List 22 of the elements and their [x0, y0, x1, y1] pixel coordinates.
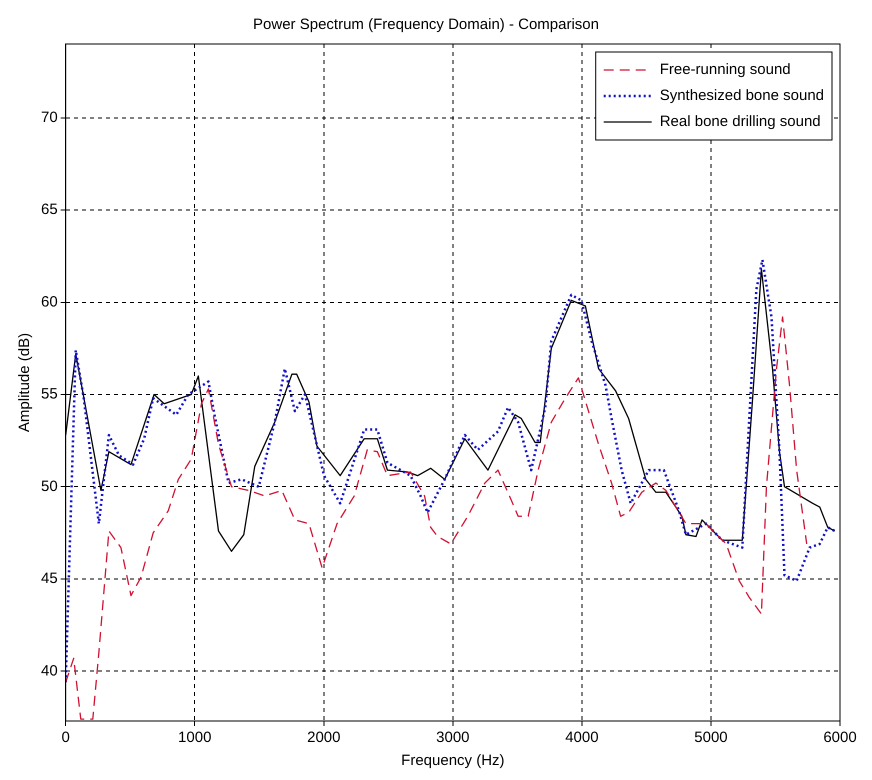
line-series [66, 258, 836, 684]
legend-label: Free-running sound [660, 61, 791, 78]
y-axis-title: Amplitude (dB) [16, 332, 34, 432]
y-tick-label: 70 [40, 108, 58, 126]
y-tick-label: 50 [40, 478, 58, 495]
x-tick-label: 6000 [823, 729, 857, 746]
x-tick-label: 3000 [436, 729, 470, 746]
legend-label: Synthesized bone sound [660, 87, 824, 104]
x-tick-label: 5000 [694, 729, 728, 746]
y-tick-label: 55 [40, 386, 58, 403]
y-tick-label: 40 [40, 662, 58, 680]
x-tick-label: 4000 [565, 729, 599, 746]
x-tick-label: 0 [62, 729, 70, 746]
y-tick-label: 65 [40, 201, 58, 218]
y-tick-label: 60 [40, 293, 58, 310]
chart-title: Power Spectrum (Frequency Domain) - Comparison [253, 16, 599, 34]
legend-label: Real bone drilling sound [660, 113, 821, 130]
x-axis-title: Frequency (Hz) [401, 752, 505, 770]
x-tick-label: 2000 [307, 729, 340, 746]
y-tick-label: 45 [40, 570, 58, 588]
line-series [66, 316, 808, 720]
x-tick-label: 1000 [178, 729, 212, 746]
